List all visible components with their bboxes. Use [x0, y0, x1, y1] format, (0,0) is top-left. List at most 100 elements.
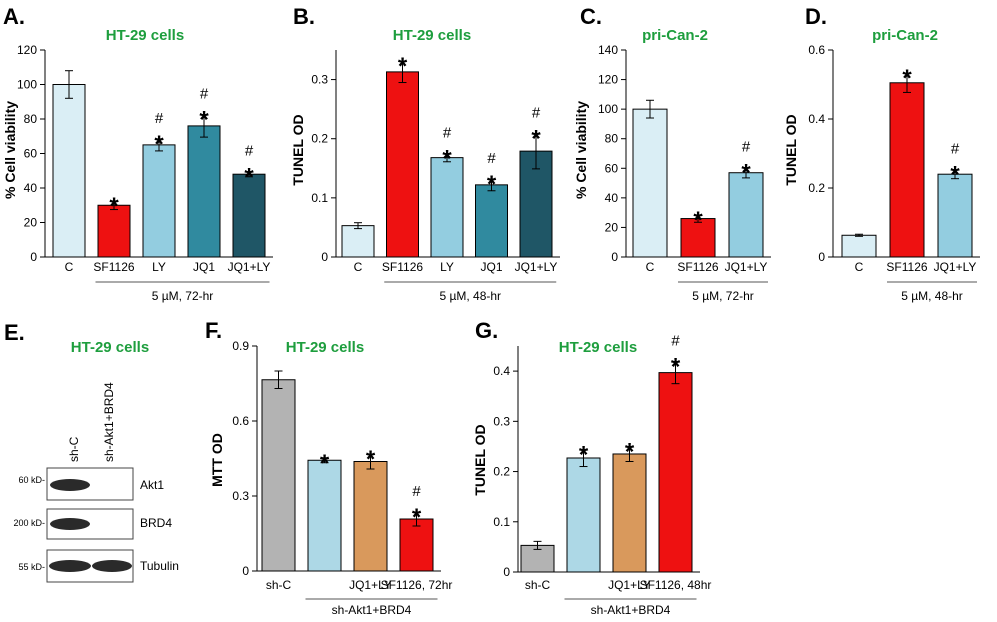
significance-star: *	[671, 354, 681, 381]
significance-star: *	[693, 207, 703, 234]
group-label: sh-Akt1+BRD4	[332, 603, 412, 617]
bar-charts: A. HT-29 cells % Cell viability 0 20 40 60 80 10…	[2, 4, 980, 617]
y-axis-label: % Cell viability	[573, 101, 589, 199]
blot-marker-brd4: 200 kD-	[13, 518, 45, 528]
x-category-label: JQ1	[480, 260, 502, 274]
y-tick-label: 0.4	[808, 112, 825, 126]
significance-star: *	[442, 146, 452, 173]
panel-letter-f: F.	[205, 318, 222, 343]
significance-hash: #	[951, 141, 960, 158]
y-tick-label: 0.6	[232, 414, 249, 428]
bar	[399, 518, 434, 572]
bar	[97, 204, 131, 258]
y-tick-label: 0.2	[808, 181, 825, 195]
y-tick-label: 120	[17, 43, 37, 57]
bar	[430, 157, 464, 258]
bar	[261, 379, 296, 572]
chart-title: HT-29 cells	[559, 339, 637, 356]
y-tick-label: 120	[598, 73, 618, 87]
y-tick-label: 0	[321, 250, 328, 264]
chart-title: pri-Can-2	[642, 27, 708, 44]
bar	[632, 108, 668, 258]
x-category-label: SF1126, 48hr	[640, 578, 712, 592]
significance-hash: #	[155, 110, 164, 127]
significance-hash: #	[443, 125, 452, 142]
blot-panel-e: E. HT-29 cells sh-C sh-Akt1+BRD4 60 kD- …	[4, 320, 179, 583]
x-category-label: sh-C	[266, 578, 292, 592]
significance-star: *	[154, 131, 164, 158]
significance-star: *	[199, 107, 209, 134]
group-label: 5 µM, 48-hr	[439, 289, 501, 303]
bar	[307, 459, 342, 572]
x-category-label: JQ1	[193, 260, 215, 274]
group-label: 5 µM, 72-hr	[692, 289, 754, 303]
blot-title: HT-29 cells	[71, 339, 149, 356]
panel-letter-d: D.	[805, 4, 827, 29]
blot-lane-label-shc: sh-C	[67, 436, 81, 462]
significance-star: *	[109, 193, 119, 220]
y-tick-label: 80	[605, 132, 619, 146]
bar	[341, 225, 375, 258]
chart-title: HT-29 cells	[393, 27, 471, 44]
significance-hash: #	[671, 333, 680, 350]
blot-protein-akt1: Akt1	[140, 478, 164, 492]
significance-star: *	[579, 441, 589, 468]
bar	[658, 372, 693, 573]
y-tick-label: 40	[24, 181, 38, 195]
y-tick-label: 60	[605, 161, 619, 175]
blot-band-tubulin-shakt1brd4	[92, 560, 132, 572]
chart-f: F. HT-29 cells MTT OD 0 0.3 0.6 0.9 sh-C * * JQ1+L…	[205, 318, 452, 617]
blot-band-akt1-shc	[50, 479, 90, 491]
bar	[841, 234, 877, 258]
significance-star: *	[244, 164, 254, 191]
y-axis-label: TUNEL OD	[472, 424, 488, 495]
significance-hash: #	[742, 139, 751, 156]
y-axis-label: TUNEL OD	[783, 114, 799, 185]
blot-band-brd4-shc	[50, 518, 90, 530]
significance-star: *	[487, 171, 497, 198]
chart-d: D. pri-Can-2 TUNEL OD 0 0.2 0.4 0.6 C * SF1126 * # J…	[783, 4, 980, 303]
significance-star: *	[320, 450, 330, 477]
panel-letter-a: A.	[3, 4, 25, 29]
x-category-label: SF1126	[382, 260, 423, 274]
significance-star: *	[412, 504, 422, 531]
y-axis-label: % Cell viability	[2, 101, 18, 199]
y-tick-label: 0.9	[232, 339, 249, 353]
significance-hash: #	[245, 143, 254, 160]
x-category-label: SF1126	[886, 260, 927, 274]
bar	[52, 84, 86, 258]
panel-letter-b: B.	[293, 4, 315, 29]
x-category-label: SF1126	[93, 260, 134, 274]
bar	[728, 172, 764, 258]
y-tick-label: 0.3	[232, 489, 249, 503]
blot-protein-brd4: BRD4	[140, 516, 172, 530]
panel-letter-c: C.	[580, 4, 602, 29]
y-tick-label: 0.2	[311, 132, 328, 146]
bar	[566, 457, 601, 573]
x-category-label: JQ1+LY	[934, 260, 977, 274]
y-tick-label: 0.3	[493, 414, 510, 428]
bar	[187, 125, 221, 258]
x-category-label: SF1126, 72hr	[381, 578, 453, 592]
group-label: 5 µM, 48-hr	[901, 289, 963, 303]
blot-marker-akt1: 60 kD-	[18, 475, 45, 485]
y-tick-label: 60	[24, 147, 38, 161]
bar	[386, 71, 419, 258]
y-tick-label: 0.4	[493, 364, 510, 378]
y-tick-label: 80	[24, 112, 38, 126]
significance-star: *	[950, 162, 960, 189]
bar	[142, 144, 176, 258]
y-tick-label: 0.1	[493, 515, 510, 529]
significance-hash: #	[412, 483, 421, 500]
y-tick-label: 0.2	[493, 465, 510, 479]
x-category-label: C	[646, 260, 655, 274]
y-tick-label: 140	[598, 43, 618, 57]
significance-star: *	[366, 446, 376, 473]
blot-lane-label-shakt1brd4: sh-Akt1+BRD4	[102, 382, 116, 462]
bar	[475, 184, 508, 258]
bar	[889, 82, 925, 258]
y-tick-label: 20	[605, 220, 619, 234]
y-tick-label: 20	[24, 216, 38, 230]
group-label: sh-Akt1+BRD4	[591, 603, 671, 617]
